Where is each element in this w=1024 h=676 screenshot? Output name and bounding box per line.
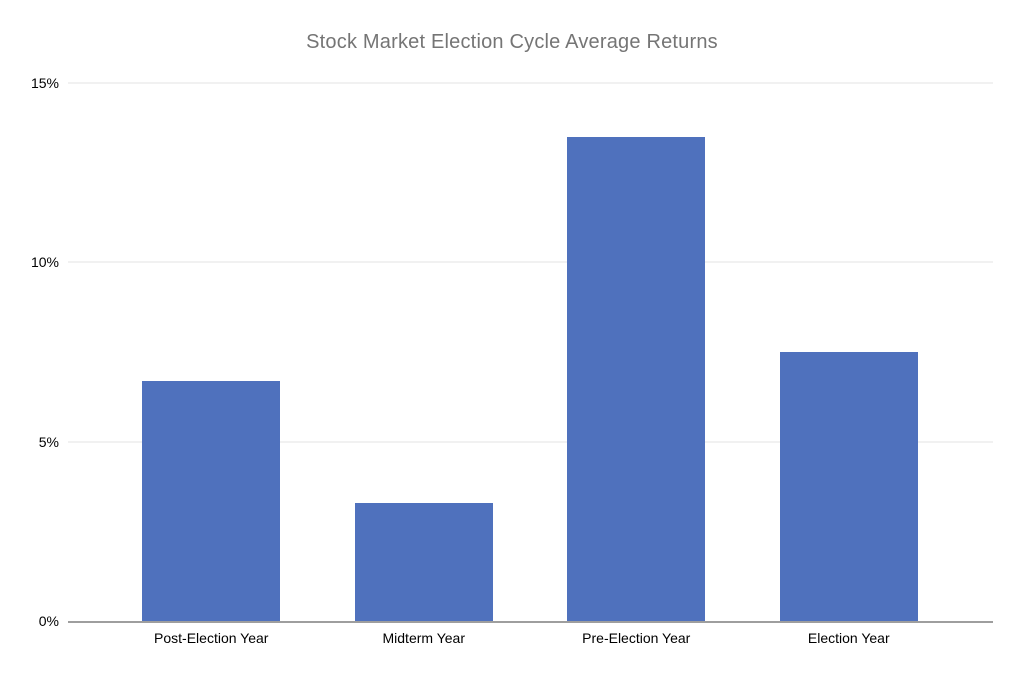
x-axis-labels: Post-Election Year Midterm Year Pre-Electi…: [68, 630, 993, 647]
y-tick-label: 10%: [30, 254, 59, 271]
chart-title: Stock Market Election Cycle Average Retu…: [306, 31, 718, 53]
gridline: [68, 261, 993, 263]
x-axis-label: Election Year: [807, 630, 890, 646]
bar-slot: [318, 83, 531, 621]
gridline: [68, 82, 993, 84]
x-axis-label: Post-Election Year: [154, 630, 269, 646]
bar-election-year: [779, 352, 918, 621]
bar-post-election-year: [142, 380, 281, 621]
y-tick-label: 0%: [38, 613, 59, 629]
bar-midterm-year: [354, 502, 493, 621]
x-axis-label: Midterm Year: [382, 630, 465, 646]
plot-area: 0% 5% 10% 15%: [31, 76, 993, 628]
bars-layer: [68, 83, 993, 621]
bar-pre-election-year: [567, 136, 706, 621]
bar-slot: [530, 83, 743, 621]
y-tick-label: 15%: [30, 75, 59, 91]
bar-slot: [743, 83, 956, 621]
bar-slot: [105, 83, 318, 621]
gridline: [68, 441, 993, 443]
x-axis-label: Pre-Election Year: [582, 630, 691, 646]
y-tick-label: 5%: [38, 433, 59, 450]
